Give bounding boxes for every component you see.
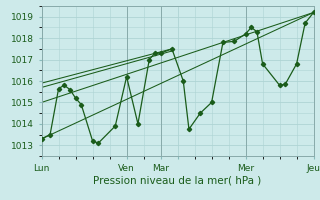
X-axis label: Pression niveau de la mer( hPa ): Pression niveau de la mer( hPa ) xyxy=(93,175,262,185)
